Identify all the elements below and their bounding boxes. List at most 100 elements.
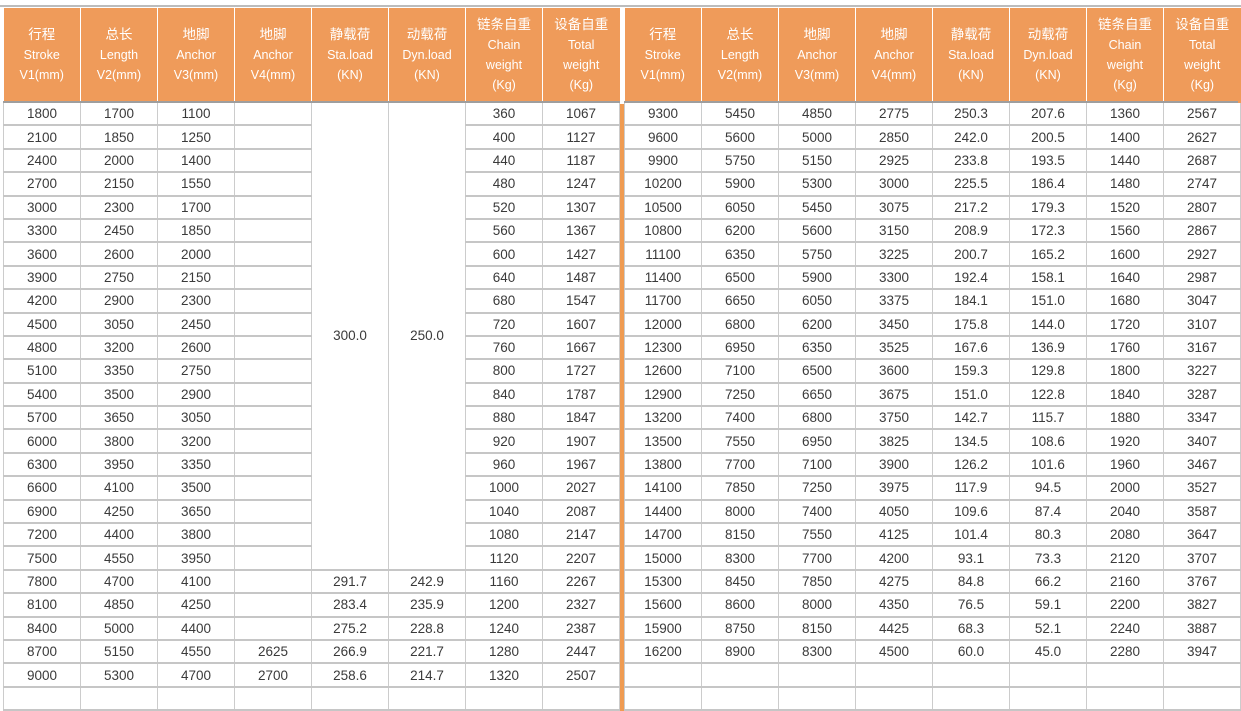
column-header-anchor-v4: 地脚 Anchor V4(mm): [855, 8, 933, 103]
partial-row: [624, 686, 1241, 711]
table-cell: 6000: [3, 428, 81, 454]
table-row: 10800 6200 5600 3150 208.9 172.3 1560 2867: [624, 218, 1241, 244]
table-row: 12300 6950 6350 3525 167.6 136.9 1760 3167: [624, 335, 1241, 361]
table-cell: 3950: [157, 545, 235, 571]
column-header-line: 地脚: [259, 26, 287, 42]
table-cell: 5600: [701, 124, 779, 150]
table-row: 11700 6650 6050 3375 184.1 151.0 1680 3047: [624, 288, 1241, 314]
table-cell: 1850: [80, 124, 158, 150]
table-cell: 8000: [701, 499, 779, 525]
table-cell: 101.6: [1009, 452, 1087, 478]
column-header-line: Stroke: [23, 47, 60, 62]
table-cell: 291.7: [311, 569, 389, 595]
table-row: 14400 8000 7400 4050 109.6 87.4 2040 3587: [624, 499, 1241, 525]
column-header-length-v2: 总长 Length V2(mm): [80, 8, 158, 103]
column-header-line: 静载荷: [950, 26, 992, 42]
table-cell: 3500: [80, 382, 158, 408]
column-header-line: 链条自重: [1098, 16, 1152, 32]
table-cell: 87.4: [1009, 499, 1087, 525]
table-cell: 6950: [778, 428, 856, 454]
table-cell: 159.3: [932, 358, 1010, 384]
table-cell: 3225: [855, 241, 933, 267]
column-header-line: 设备自重: [1175, 16, 1230, 32]
table-cell: 480: [465, 171, 543, 197]
table-cell: 1320: [465, 662, 543, 688]
table-row: 15000 8300 7700 4200 93.1 73.3 2120 3707: [624, 545, 1241, 571]
table-cell: 1800: [1086, 358, 1164, 384]
column-header-line: (Kg): [569, 77, 594, 92]
table-cell: 1307: [542, 195, 620, 220]
table-cell: 1367: [542, 218, 620, 244]
column-header-line: 行程: [649, 26, 677, 42]
table-cell: 5600: [778, 218, 856, 244]
column-header-line: (Kg): [1113, 77, 1137, 92]
table-cell: 115.7: [1009, 405, 1087, 431]
table-cell: 4050: [855, 499, 933, 525]
column-header-line: Length: [720, 47, 760, 62]
table-cell: 4200: [855, 545, 933, 571]
column-header-line: Anchor: [176, 47, 216, 62]
table-cell: 4250: [80, 499, 158, 525]
table-cell: 5700: [3, 405, 81, 431]
column-header-stroke-v1: 行程 Stroke V1(mm): [624, 8, 702, 103]
table-cell: 1067: [542, 101, 620, 127]
table-cell: [234, 452, 312, 478]
table-cell: 3300: [855, 265, 933, 291]
table-cell: 3227: [1163, 358, 1241, 384]
table-cell: 186.4: [1009, 171, 1087, 197]
column-header-line: Length: [99, 47, 139, 62]
table-cell: 6650: [701, 288, 779, 314]
table-row: 16200 8900 8300 4500 60.0 45.0 2280 3947: [624, 639, 1241, 665]
column-header-chain-weight: 链条自重 Chain weight (Kg): [1086, 8, 1164, 103]
table-cell: 283.4: [311, 592, 389, 618]
table-cell: 4700: [80, 569, 158, 595]
column-header-line: (KN): [414, 67, 440, 82]
table-cell: [778, 686, 856, 711]
column-header-dynamic-load: 动载荷 Dyn.load (KN): [1009, 8, 1087, 103]
table-cell: 15300: [624, 569, 702, 595]
table-row: 7800 4700 4100 291.7 242.9 1160 2267: [3, 569, 620, 595]
table-cell: 11700: [624, 288, 702, 314]
table-cell: 8100: [3, 592, 81, 618]
table-cell: 8150: [778, 616, 856, 642]
table-cell: 5300: [778, 171, 856, 197]
table-cell: [388, 686, 466, 711]
table-cell: 167.6: [932, 335, 1010, 361]
table-cell: 2040: [1086, 499, 1164, 525]
table-cell: [234, 265, 312, 291]
spec-table-right: 行程 Stroke V1(mm) 总长 Length V2(mm) 地脚 Anchor V3(m…: [624, 8, 1241, 711]
table-cell: [1009, 686, 1087, 711]
table-cell: 1000: [465, 475, 543, 501]
table-cell: 1850: [157, 218, 235, 244]
table-cell: 192.4: [932, 265, 1010, 291]
table-cell: 109.6: [932, 499, 1010, 525]
table-cell: 4200: [3, 288, 81, 314]
column-header-chain-weight: 链条自重 Chain weight (Kg): [465, 8, 543, 103]
table-row: 10500 6050 5450 3075 217.2 179.3 1520 2807: [624, 195, 1241, 220]
table-cell: 129.8: [1009, 358, 1087, 384]
table-cell: 59.1: [1009, 592, 1087, 618]
table-cell: [311, 686, 389, 711]
table-cell: 2080: [1086, 522, 1164, 548]
table-cell: 2400: [3, 148, 81, 174]
table-cell: 228.8: [388, 616, 466, 642]
table-cell: 3075: [855, 195, 933, 220]
table-cell: 242.0: [932, 124, 1010, 150]
column-header-line: V4(mm): [871, 67, 917, 82]
table-cell: 1080: [465, 522, 543, 548]
spec-table-left: 行程 Stroke V1(mm) 总长 Length V2(mm) 地脚 Anchor V3(m…: [3, 8, 620, 711]
table-cell: 2450: [80, 218, 158, 244]
table-cell: 122.8: [1009, 382, 1087, 408]
table-cell: 9900: [624, 148, 702, 174]
column-header-line: 动载荷: [1027, 26, 1069, 42]
table-cell: 3900: [855, 452, 933, 478]
column-header-anchor-v4: 地脚 Anchor V4(mm): [234, 8, 312, 103]
table-cell: 134.5: [932, 428, 1010, 454]
table-row: 3300 2450 1850 560 1367: [3, 218, 620, 244]
table-cell: 720: [465, 312, 543, 337]
column-header-line: Total: [1189, 37, 1216, 52]
table-cell: 52.1: [1009, 616, 1087, 642]
table-row: 8700 5150 4550 2625 266.9 221.7 1280 2447: [3, 639, 620, 665]
table-row: 14100 7850 7250 3975 117.9 94.5 2000 3527: [624, 475, 1241, 501]
table-cell: 6800: [778, 405, 856, 431]
